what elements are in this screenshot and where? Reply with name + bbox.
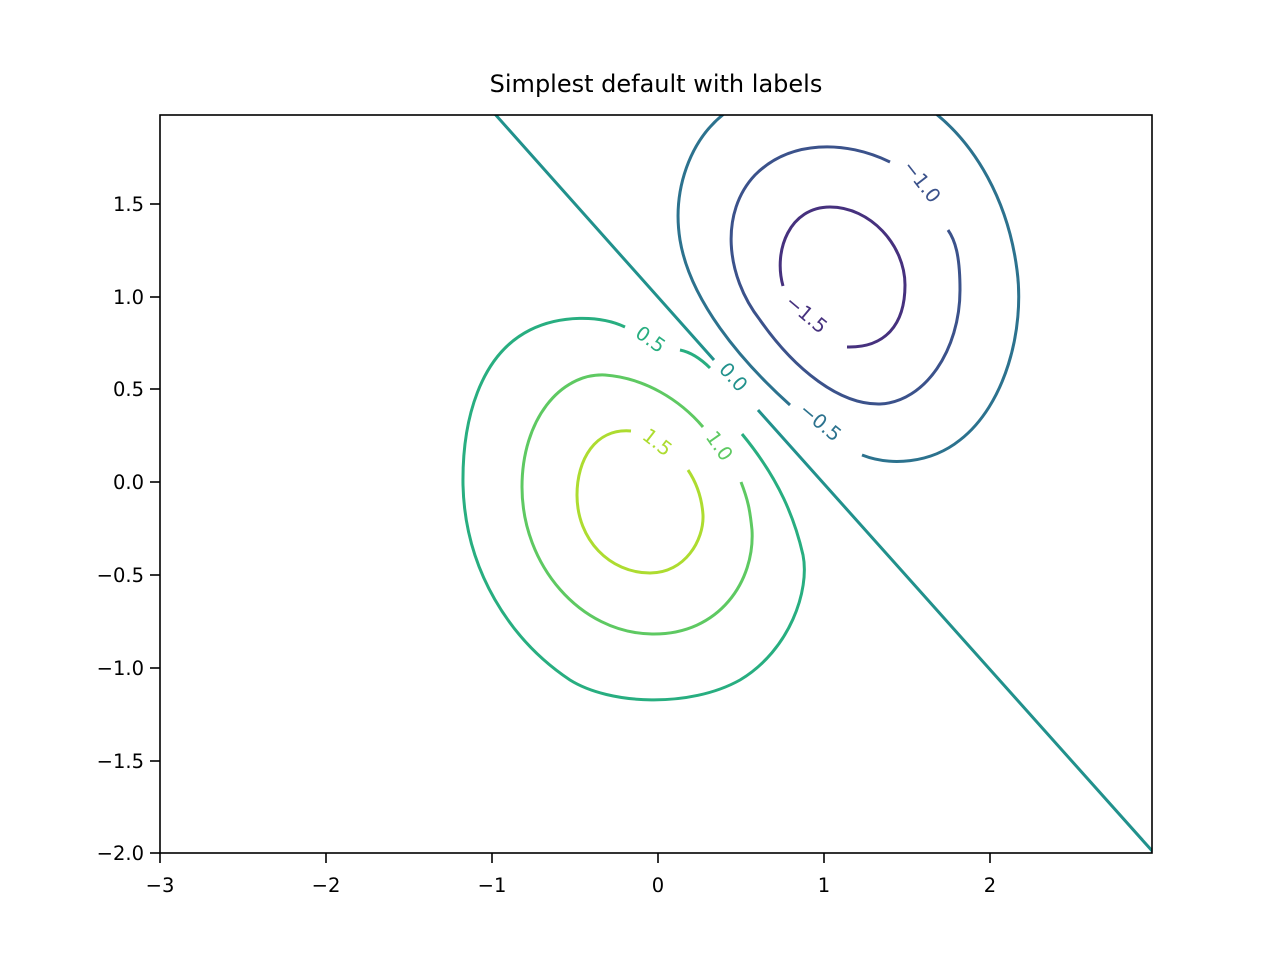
contour-level-1.0 [520,373,754,636]
contour-label-neg0.5: −0.5 [795,398,846,446]
x-tick-label: 2 [984,874,996,897]
contour-label-1.5: 1.5 [638,424,677,461]
contour-level-0.5 [461,316,806,702]
chart-title: Simplest default with labels [489,70,823,98]
y-tick-label: −1.0 [97,657,144,680]
contour-level-neg1.0 [729,145,962,406]
y-axis [150,203,160,854]
y-tick-label: 0.5 [113,378,144,401]
x-tick-label: 1 [818,874,830,897]
contour-level-neg0.5 [676,115,1021,463]
y-tick-label: 1.5 [113,193,144,216]
contour-level-0.0 [493,115,1152,853]
y-tick-label: −1.5 [97,750,144,773]
contour-label-neg1.0: −1.0 [898,156,945,207]
plot-frame [159,114,1153,854]
contour-label-neg1.5: −1.5 [781,290,832,338]
x-tick-label: 0 [652,874,664,897]
contour-label-0.5: 0.5 [631,321,670,358]
contour-label-0.0: 0.0 [714,358,752,396]
contour-label-1.0: 1.0 [701,427,738,466]
x-tick-label: −3 [146,874,175,897]
contour-level-neg1.5 [778,205,907,349]
x-tick-label: −2 [312,874,341,897]
y-tick-label: −0.5 [97,564,144,587]
y-tick-label: 0.0 [113,471,144,494]
x-tick-label: −1 [478,874,507,897]
contour-level-1.5 [575,429,705,575]
y-tick-label: −2.0 [97,842,144,865]
x-axis [159,853,991,863]
y-tick-label: 1.0 [113,286,144,309]
